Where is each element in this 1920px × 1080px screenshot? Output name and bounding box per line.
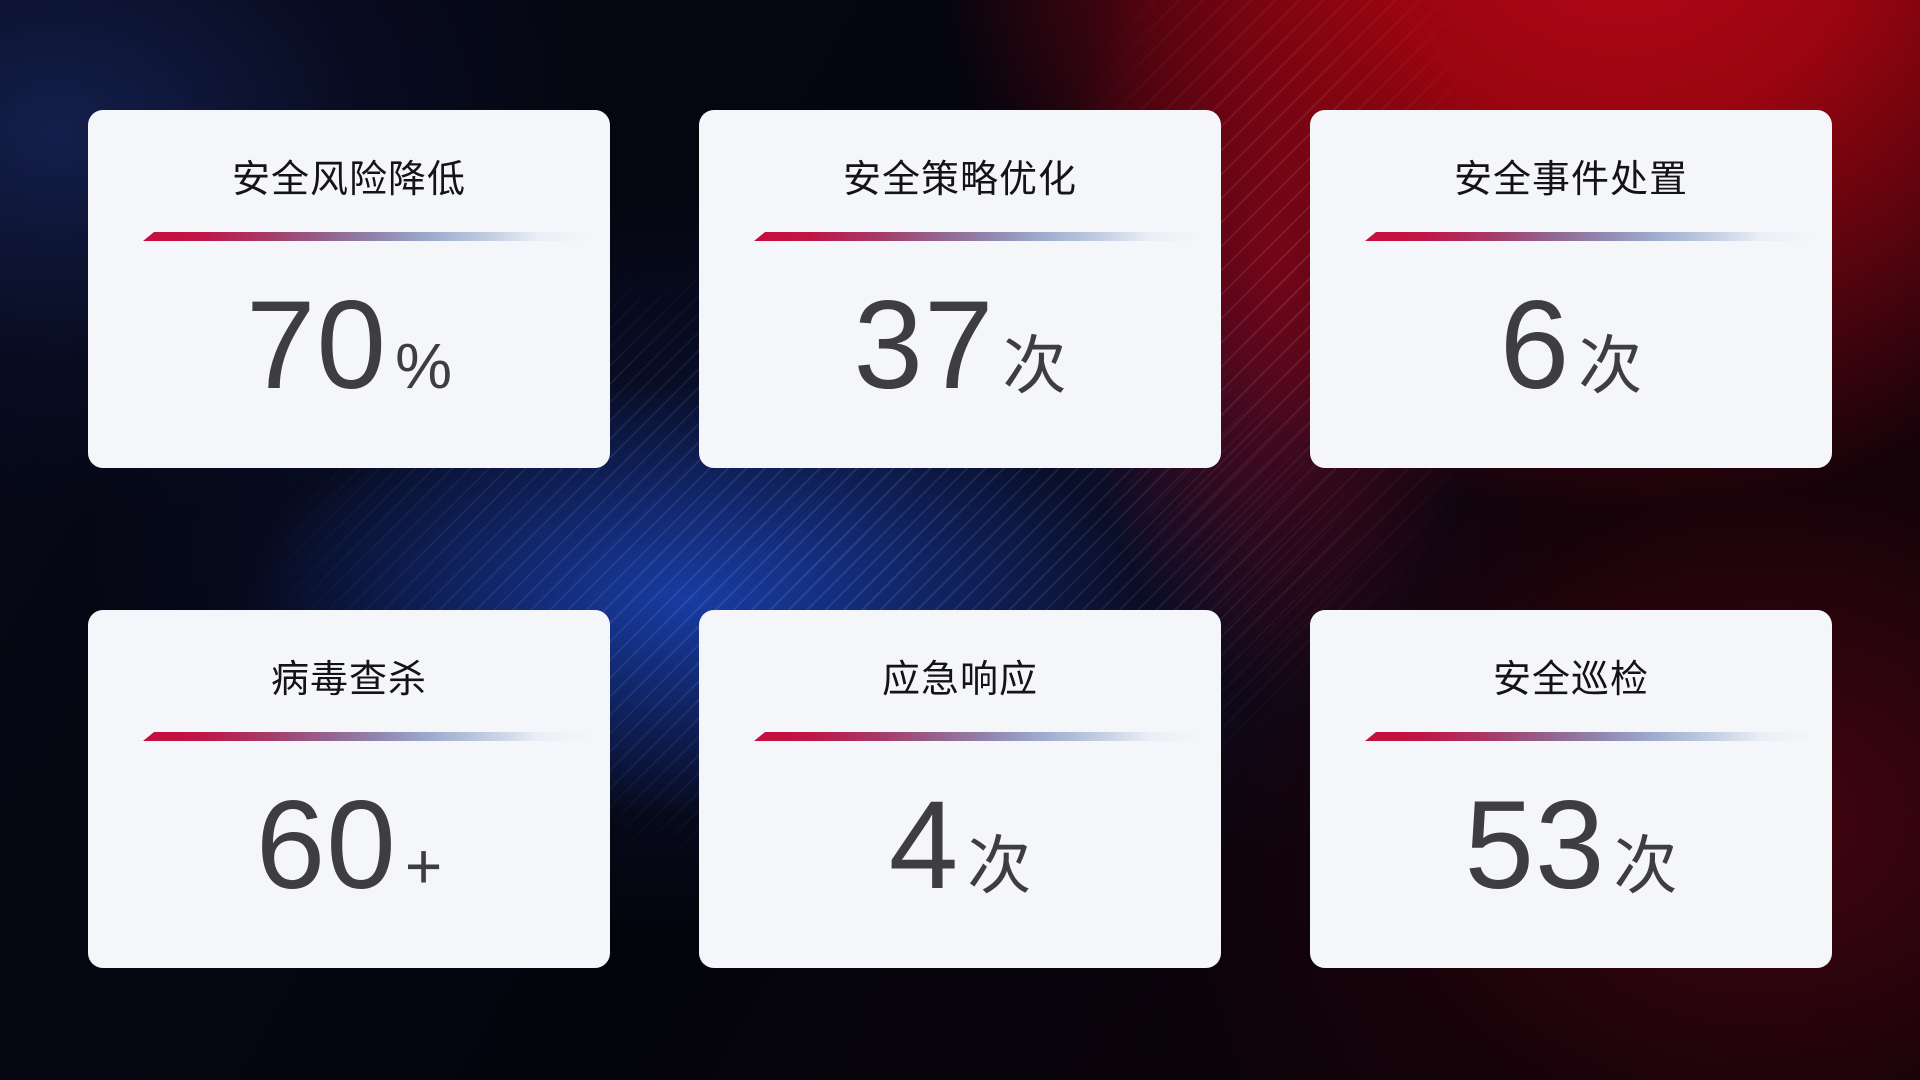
stat-unit: 次 xyxy=(1578,330,1643,402)
gradient-divider xyxy=(754,732,1203,741)
gradient-divider xyxy=(754,232,1203,241)
stat-value: 70 xyxy=(246,276,388,415)
stat-unit: 次 xyxy=(967,830,1032,902)
card-title: 安全巡检 xyxy=(1492,659,1649,701)
stat-card-policy-optimization: 安全策略优化 37 次 xyxy=(699,110,1221,468)
stat-value-row: 37 次 xyxy=(853,283,1066,408)
stat-unit: % xyxy=(395,330,452,402)
stat-card-security-inspection: 安全巡检 53 次 xyxy=(1310,610,1832,968)
stat-card-emergency-response: 应急响应 4 次 xyxy=(699,610,1221,968)
stat-value: 4 xyxy=(888,776,960,915)
stat-value-row: 6 次 xyxy=(1500,283,1643,408)
stat-unit: 次 xyxy=(1613,830,1678,902)
stat-value-row: 53 次 xyxy=(1464,783,1677,908)
gradient-divider xyxy=(1365,232,1814,241)
stat-value-row: 60 + xyxy=(256,783,442,908)
stat-value: 53 xyxy=(1464,776,1606,915)
gradient-divider xyxy=(143,732,592,741)
stat-value: 6 xyxy=(1499,276,1571,415)
stat-value: 37 xyxy=(853,276,995,415)
card-title: 安全事件处置 xyxy=(1453,159,1688,201)
stats-grid: 安全风险降低 70 % 安全策略优化 37 次 安全事件处置 6 次 病毒查 xyxy=(88,110,1832,968)
stat-value-row: 4 次 xyxy=(889,783,1032,908)
card-title: 病毒查杀 xyxy=(270,659,427,701)
gradient-divider xyxy=(1365,732,1814,741)
stat-unit: 次 xyxy=(1002,330,1067,402)
stat-value-row: 70 % xyxy=(246,283,452,408)
stat-card-incident-handling: 安全事件处置 6 次 xyxy=(1310,110,1832,468)
stat-value: 60 xyxy=(255,776,397,915)
card-title: 安全策略优化 xyxy=(842,159,1077,201)
card-title: 安全风险降低 xyxy=(231,159,466,201)
stat-card-risk-reduction: 安全风险降低 70 % xyxy=(88,110,610,468)
card-title: 应急响应 xyxy=(881,659,1038,701)
gradient-divider xyxy=(143,232,592,241)
stat-card-virus-scan: 病毒查杀 60 + xyxy=(88,610,610,968)
stat-unit: + xyxy=(404,830,443,902)
